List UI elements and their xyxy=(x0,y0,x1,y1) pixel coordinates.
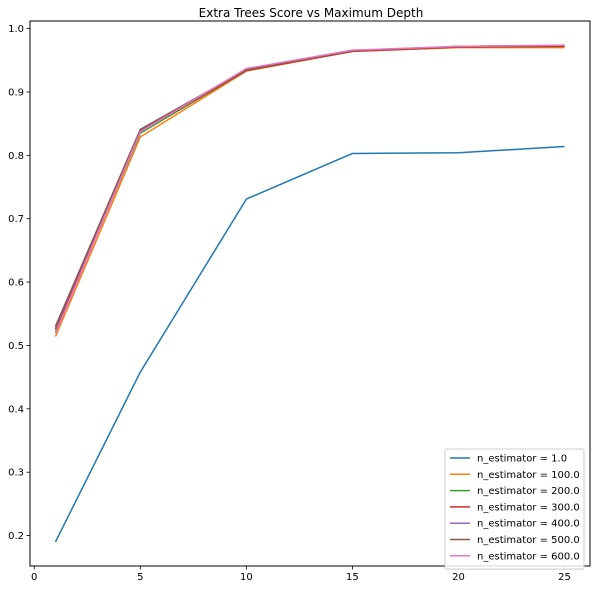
plot-area xyxy=(54,44,565,543)
y-tick-label: 0.4 xyxy=(8,404,24,415)
series-line-3 xyxy=(54,45,565,330)
y-tick-label: 0.2 xyxy=(8,531,24,542)
series-line-4 xyxy=(54,44,565,329)
x-tick-label: 5 xyxy=(137,572,143,583)
x-tick-label: 20 xyxy=(452,572,465,583)
legend-label-0: n_estimator = 1.0 xyxy=(477,454,567,465)
legend-box xyxy=(444,448,585,570)
x-tick-label: 0 xyxy=(31,572,37,583)
y-tick-label: 1.0 xyxy=(8,24,24,35)
y-tick-label: 0.5 xyxy=(8,341,24,352)
legend-label-5: n_estimator = 500.0 xyxy=(477,535,580,546)
series-line-2 xyxy=(54,45,565,332)
series-line-1 xyxy=(54,46,565,337)
y-tick-label: 0.7 xyxy=(8,214,24,225)
legend-label-3: n_estimator = 300.0 xyxy=(477,502,580,513)
x-tick-label: 10 xyxy=(240,572,253,583)
legend-label-6: n_estimator = 600.0 xyxy=(477,551,580,562)
y-tick-label: 0.3 xyxy=(8,468,24,479)
legend-label-1: n_estimator = 100.0 xyxy=(477,470,580,481)
y-tick-label: 0.6 xyxy=(8,278,24,289)
axes: 0 5 10 15 20 25 0.2 0.3 0.4 0.5 0.6 0.7 0.8 0.9 1.0 xyxy=(8,24,571,583)
legend-label-2: n_estimator = 200.0 xyxy=(477,486,580,497)
legend-label-4: n_estimator = 400.0 xyxy=(477,519,580,530)
series-line-5 xyxy=(54,44,565,327)
plot-frame xyxy=(29,20,591,567)
y-tick-label: 0.8 xyxy=(8,151,24,162)
legend: n_estimator = 1.0 n_estimator = 100.0 n_es… xyxy=(444,448,585,570)
series-line-0 xyxy=(54,145,565,543)
x-tick-label: 15 xyxy=(346,572,359,583)
x-tick-label: 25 xyxy=(558,572,571,583)
series-line-6 xyxy=(54,44,565,334)
chart-title: Extra Trees Score vs Maximum Depth xyxy=(199,6,424,20)
y-tick-label: 0.9 xyxy=(8,87,24,98)
